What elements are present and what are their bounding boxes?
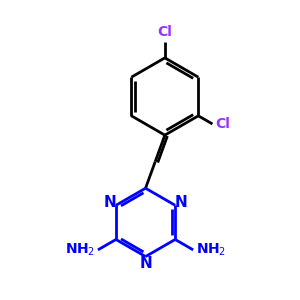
Text: N: N	[103, 195, 116, 210]
Text: NH$_2$: NH$_2$	[196, 242, 226, 258]
Text: N: N	[139, 256, 152, 271]
Text: NH$_2$: NH$_2$	[65, 242, 95, 258]
Text: Cl: Cl	[215, 117, 230, 131]
Text: Cl: Cl	[158, 25, 172, 39]
Text: N: N	[175, 195, 188, 210]
